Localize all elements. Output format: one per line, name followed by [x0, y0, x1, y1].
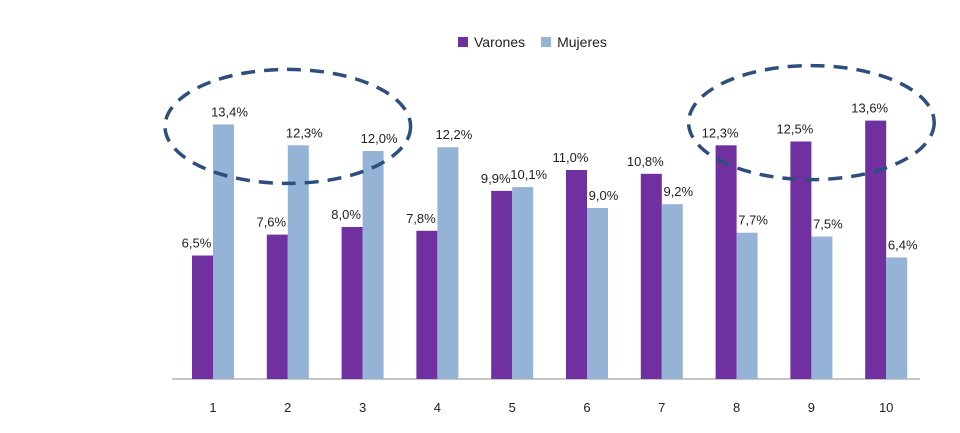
data-label-varones-5: 9,9% — [481, 171, 511, 186]
bar-mujeres-8 — [736, 232, 758, 379]
legend-item-mujeres: Mujeres — [541, 34, 607, 50]
bar-varones-8 — [715, 145, 737, 379]
x-tick-label-1: 1 — [209, 400, 216, 415]
x-tick-label-9: 9 — [808, 400, 815, 415]
x-tick-label-8: 8 — [733, 400, 740, 415]
x-tick-label-3: 3 — [359, 400, 366, 415]
bar-varones-2 — [266, 234, 288, 379]
data-label-varones-3: 8,0% — [331, 207, 361, 222]
x-tick-label-2: 2 — [284, 400, 291, 415]
x-tick-label-7: 7 — [658, 400, 665, 415]
bar-mujeres-5 — [512, 187, 534, 379]
bar-mujeres-3 — [362, 151, 384, 379]
data-label-varones-4: 7,8% — [406, 211, 436, 226]
annotation-ellipse-2 — [686, 63, 936, 182]
legend-swatch-mujeres — [541, 37, 552, 47]
data-label-mujeres-8: 7,7% — [738, 213, 768, 228]
bar-mujeres-7 — [661, 204, 683, 379]
bar-mujeres-9 — [811, 236, 833, 379]
chart-legend: Varones Mujeres — [458, 34, 607, 50]
x-tick-label-10: 10 — [879, 400, 893, 415]
bar-mujeres-10 — [886, 257, 908, 379]
data-label-varones-9: 12,5% — [776, 122, 813, 137]
legend-label-mujeres: Mujeres — [557, 34, 607, 50]
legend-swatch-varones — [458, 37, 468, 47]
annotation-ellipse-1 — [163, 67, 413, 186]
x-tick-label-6: 6 — [583, 400, 590, 415]
bar-varones-7 — [640, 173, 662, 379]
bar-varones-4 — [416, 230, 438, 379]
data-label-mujeres-1: 13,4% — [211, 104, 248, 119]
data-label-varones-7: 10,8% — [627, 154, 664, 169]
x-tick-label-4: 4 — [434, 400, 441, 415]
x-tick-label-5: 5 — [509, 400, 516, 415]
data-label-mujeres-7: 9,2% — [663, 184, 693, 199]
bar-varones-9 — [790, 141, 812, 379]
bar-varones-5 — [491, 190, 513, 379]
data-label-varones-8: 12,3% — [702, 125, 739, 140]
legend-label-varones: Varones — [474, 34, 526, 50]
bar-mujeres-1 — [213, 124, 234, 380]
data-label-mujeres-10: 6,4% — [888, 237, 918, 252]
data-label-varones-10: 13,6% — [851, 101, 888, 116]
bar-varones-3 — [341, 227, 363, 379]
data-label-varones-1: 6,5% — [182, 236, 212, 251]
bar-mujeres-6 — [587, 208, 608, 379]
data-label-mujeres-6: 9,0% — [589, 188, 619, 203]
data-label-mujeres-4: 12,2% — [435, 127, 472, 142]
data-label-varones-2: 7,6% — [256, 215, 286, 230]
bar-varones-10 — [865, 120, 887, 379]
data-label-mujeres-2: 12,3% — [286, 125, 323, 140]
bar-mujeres-4 — [437, 147, 459, 379]
bar-varones-6 — [566, 170, 587, 379]
bar-mujeres-2 — [287, 145, 309, 379]
legend-item-varones: Varones — [458, 34, 525, 50]
data-label-mujeres-3: 12,0% — [361, 131, 398, 146]
bar-varones-1 — [192, 255, 213, 379]
data-label-mujeres-5: 10,1% — [510, 167, 547, 182]
data-label-varones-6: 11,0% — [553, 150, 589, 165]
data-label-mujeres-9: 7,5% — [813, 217, 843, 232]
